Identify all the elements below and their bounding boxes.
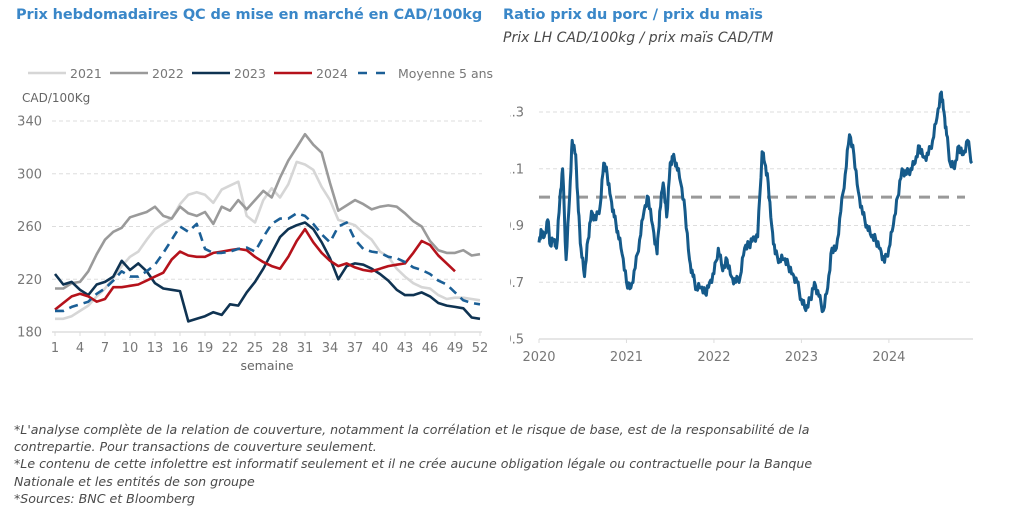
y-tick-label: 260 <box>17 220 42 235</box>
series-line-2022 <box>55 132 481 290</box>
y-tick-label: 340 <box>17 115 42 130</box>
footer-notes: *L'analyse complète de la relation de co… <box>14 421 1014 507</box>
footer-line: contrepartie. Pour transactions de couve… <box>14 439 377 455</box>
x-tick-label: 2023 <box>785 350 818 365</box>
footer-line: Nationale et les entités de son groupe <box>14 473 255 489</box>
right-chart-title: Ratio prix du porc / prix du maïs <box>503 7 763 23</box>
y-tick-label: 300 <box>17 167 42 182</box>
series-line-moyenne-5-ans <box>55 212 481 313</box>
series-line-2024 <box>54 227 456 311</box>
x-tick-label: 25 <box>247 341 264 356</box>
y-tick-label: 1.1 <box>510 162 524 177</box>
legend-label: 2023 <box>234 66 266 81</box>
legend-label: 2021 <box>70 66 102 81</box>
x-tick-label: 1 <box>51 341 59 356</box>
footer-line: *Sources: BNC et Bloomberg <box>14 490 195 506</box>
right-chart: 0.5 0.7 0.9 1.1 1.3 2020 2021 2022 2023 2024 <box>510 90 974 365</box>
left-legend: 2021 2022 2023 2024 Moyenne 5 ans <box>28 66 493 81</box>
x-tick-label: 4 <box>76 341 84 356</box>
x-tick-label: 28 <box>272 341 289 356</box>
legend-label: 2024 <box>316 66 348 81</box>
x-tick-label: 2022 <box>697 350 730 365</box>
ratio-series-line <box>537 90 974 314</box>
right-series <box>537 90 974 314</box>
right-chart-subtitle: Prix LH CAD/100kg / prix maïs CAD/TM <box>503 30 774 46</box>
x-tick-label: 2020 <box>522 350 555 365</box>
footer-line: *Le contenu de cette infolettre est info… <box>14 456 813 472</box>
x-tick-label: 43 <box>397 341 414 356</box>
x-tick-label: 52 <box>472 341 489 356</box>
left-x-axis-label: semaine <box>240 358 293 373</box>
x-tick-label: 16 <box>172 341 189 356</box>
x-tick-label: 13 <box>147 341 164 356</box>
footer-line: *L'analyse complète de la relation de co… <box>14 422 810 437</box>
y-tick-label: 0.7 <box>510 276 524 291</box>
legend-label: 2022 <box>152 66 184 81</box>
x-tick-label: 34 <box>322 341 339 356</box>
y-tick-label: 1.3 <box>510 106 524 121</box>
x-tick-label: 2021 <box>610 350 643 365</box>
right-grid <box>539 111 973 283</box>
left-series <box>53 132 481 323</box>
x-tick-label: 10 <box>122 341 139 356</box>
x-tick-label: 46 <box>422 341 439 356</box>
left-y-axis-label: CAD/100Kg <box>22 91 90 105</box>
y-tick-label: 220 <box>17 273 42 288</box>
x-tick-label: 31 <box>297 341 314 356</box>
series-line-2023 <box>53 221 481 323</box>
left-chart: 2021 2022 2023 2024 Moyenne 5 ans CAD/100Kg … <box>17 66 493 373</box>
x-tick-label: 19 <box>197 341 214 356</box>
y-tick-label: 180 <box>17 326 42 341</box>
x-tick-label: 22 <box>222 341 239 356</box>
left-grid <box>52 120 482 280</box>
x-tick-label: 2024 <box>872 350 905 365</box>
left-chart-title: Prix hebdomadaires QC de mise en marché … <box>16 7 483 23</box>
right-axes: 0.5 0.7 0.9 1.1 1.3 2020 2021 2022 2023 2024 <box>510 106 973 365</box>
y-tick-label: 0.9 <box>510 219 524 234</box>
legend-label: Moyenne 5 ans <box>398 66 493 81</box>
x-tick-label: 49 <box>447 341 464 356</box>
x-tick-label: 7 <box>101 341 109 356</box>
x-tick-label: 40 <box>372 341 389 356</box>
x-tick-label: 37 <box>347 341 364 356</box>
y-tick-label: 0.5 <box>510 333 524 348</box>
left-axes: 180 220 260 300 340 1 4 7 10 13 16 19 22 25 28 31 34 37 40… <box>17 115 488 357</box>
